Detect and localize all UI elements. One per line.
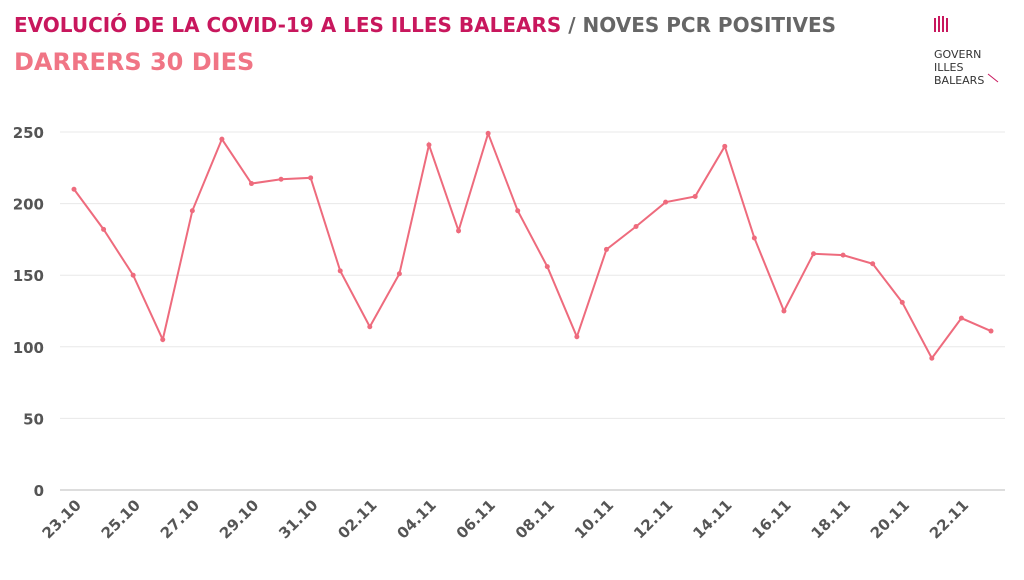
data-point <box>840 252 846 258</box>
chart-subtitle: DARRERS 30 DIES <box>14 48 254 76</box>
data-point <box>958 315 964 321</box>
logo-icon <box>934 16 948 32</box>
data-point <box>870 261 876 267</box>
data-point <box>574 334 580 340</box>
data-point <box>722 143 728 149</box>
logo-text: BALEARS <box>934 74 984 87</box>
x-tick-label: 16.11 <box>748 496 794 542</box>
y-tick-label: 200 <box>13 196 44 214</box>
x-tick-label: 27.10 <box>157 496 203 542</box>
data-point <box>71 186 77 192</box>
title-main: EVOLUCIÓ DE LA COVID-19 A LES ILLES BALE… <box>14 13 561 37</box>
x-tick-label: 14.11 <box>689 496 735 542</box>
data-point <box>396 271 402 277</box>
data-point <box>101 226 107 232</box>
data-point <box>603 246 609 252</box>
data-point <box>160 337 166 343</box>
title-secondary: / NOVES PCR POSITIVES <box>568 13 836 37</box>
y-tick-label: 0 <box>34 482 44 500</box>
data-point <box>544 264 550 270</box>
y-tick-label: 150 <box>13 267 44 285</box>
data-point <box>515 208 521 214</box>
data-point <box>426 142 432 148</box>
x-tick-label: 02.11 <box>334 496 380 542</box>
data-point <box>781 308 787 314</box>
logo-slash <box>987 73 999 83</box>
x-tick-label: 25.10 <box>98 496 144 542</box>
x-tick-label: 10.11 <box>571 496 617 542</box>
x-tick-label: 29.10 <box>216 496 262 542</box>
x-tick-label: 04.11 <box>394 496 440 542</box>
data-point <box>337 268 343 274</box>
data-point <box>929 355 935 361</box>
data-point <box>278 176 284 182</box>
x-tick-label: 12.11 <box>630 496 676 542</box>
x-tick-label: 18.11 <box>808 496 854 542</box>
chart-title: EVOLUCIÓ DE LA COVID-19 A LES ILLES BALE… <box>14 13 836 37</box>
data-point <box>663 199 669 205</box>
data-line <box>73 130 992 361</box>
data-point <box>485 130 491 136</box>
data-point <box>751 235 757 241</box>
x-tick-label: 22.11 <box>926 496 972 542</box>
data-point <box>811 251 817 257</box>
data-point <box>456 228 462 234</box>
data-point <box>308 175 314 181</box>
x-tick-label: 31.10 <box>275 496 321 542</box>
logo-text: GOVERN <box>934 48 981 61</box>
data-point <box>189 208 195 214</box>
y-tick-label: 250 <box>13 124 44 142</box>
y-tick-label: 50 <box>23 410 44 428</box>
data-point <box>988 328 994 334</box>
data-point <box>248 181 254 187</box>
y-tick-label: 100 <box>13 339 44 357</box>
data-point <box>130 272 136 278</box>
data-point <box>899 299 905 305</box>
data-point <box>219 136 225 142</box>
data-point <box>633 224 639 230</box>
x-tick-label: 23.10 <box>39 496 85 542</box>
x-tick-label: 06.11 <box>453 496 499 542</box>
data-point <box>692 193 698 199</box>
data-point <box>367 324 373 330</box>
logo-text: ILLES <box>934 61 963 74</box>
x-tick-label: 20.11 <box>867 496 913 542</box>
x-tick-label: 08.11 <box>512 496 558 542</box>
